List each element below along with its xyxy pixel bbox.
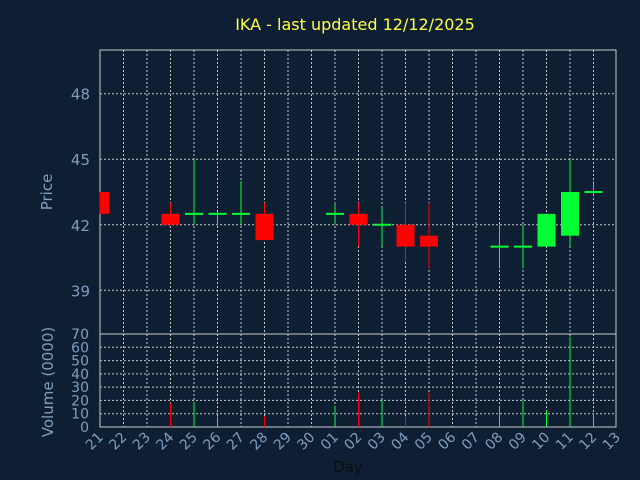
price-tick-label: 42 bbox=[71, 217, 90, 235]
candle-body bbox=[349, 213, 368, 225]
volume-tick-label: 40 bbox=[71, 367, 89, 383]
price-tick-label: 45 bbox=[71, 151, 90, 169]
volume-tick-label: 30 bbox=[71, 380, 89, 396]
x-tick-labels: 21 22 23 24 25 26 27 28 29 30 01 02 03 04 05 06 07 08 09 10… bbox=[83, 429, 624, 453]
candles bbox=[99, 159, 603, 269]
volume-tick-label: 60 bbox=[71, 340, 89, 356]
volume-tick-label: 20 bbox=[71, 393, 89, 409]
candle-body bbox=[161, 213, 180, 225]
candle-body bbox=[561, 192, 579, 236]
candle-body bbox=[537, 213, 556, 247]
price-panel: 39 42 45 48 Price bbox=[38, 49, 617, 335]
volume-tick-label: 50 bbox=[71, 354, 89, 370]
candle-body bbox=[255, 213, 274, 241]
x-axis-label: Day bbox=[333, 458, 363, 476]
volume-axis-label: Volume (0000) bbox=[39, 327, 57, 437]
price-tick-labels: 39 42 45 48 bbox=[71, 86, 90, 301]
candle-body bbox=[420, 235, 438, 247]
price-axis-label: Price bbox=[38, 174, 56, 211]
price-tick-label: 48 bbox=[71, 86, 90, 104]
price-tick-label: 39 bbox=[71, 282, 90, 300]
volume-tick-label: 70 bbox=[71, 327, 89, 343]
volume-tick-label: 10 bbox=[71, 407, 89, 423]
volume-tick-label: 0 bbox=[80, 420, 89, 436]
candle-body bbox=[396, 224, 415, 247]
candle-body bbox=[100, 192, 109, 214]
volume-bars bbox=[170, 336, 594, 427]
chart-title: IKA - last updated 12/12/2025 bbox=[235, 15, 475, 34]
